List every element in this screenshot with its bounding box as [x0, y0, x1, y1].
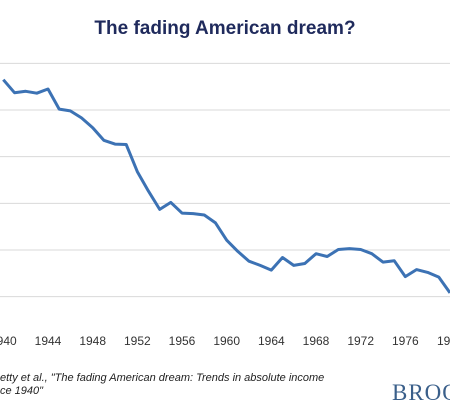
x-tick-label: 1944 — [35, 334, 62, 348]
x-tick-label: 1956 — [169, 334, 196, 348]
source-note: etty et al., "The fading American dream:… — [0, 372, 330, 398]
x-tick-label: 1968 — [303, 334, 330, 348]
x-tick-label: 1976 — [392, 334, 419, 348]
x-tick-label: 1940 — [0, 334, 17, 348]
x-tick-label: 1948 — [79, 334, 106, 348]
x-axis-ticks: 1940 1944 1948 1952 1956 1960 1964 1968 1972 1976… — [0, 334, 450, 348]
x-tick-label: 1960 — [213, 334, 240, 348]
x-tick-label: 1952 — [124, 334, 151, 348]
chart-title: The fading American dream? — [94, 18, 356, 39]
series-line — [2, 78, 450, 294]
x-tick-label: 1964 — [258, 334, 285, 348]
series-polyline-0 — [2, 78, 450, 294]
brookings-logo: BROO — [392, 380, 450, 405]
source-line-1: etty et al., "The fading American dream:… — [0, 372, 325, 384]
gridlines — [0, 62, 450, 298]
x-tick-label: 1972 — [347, 334, 374, 348]
source-line-2: ce 1940" — [0, 385, 44, 397]
x-tick-label: 19 — [437, 334, 450, 348]
